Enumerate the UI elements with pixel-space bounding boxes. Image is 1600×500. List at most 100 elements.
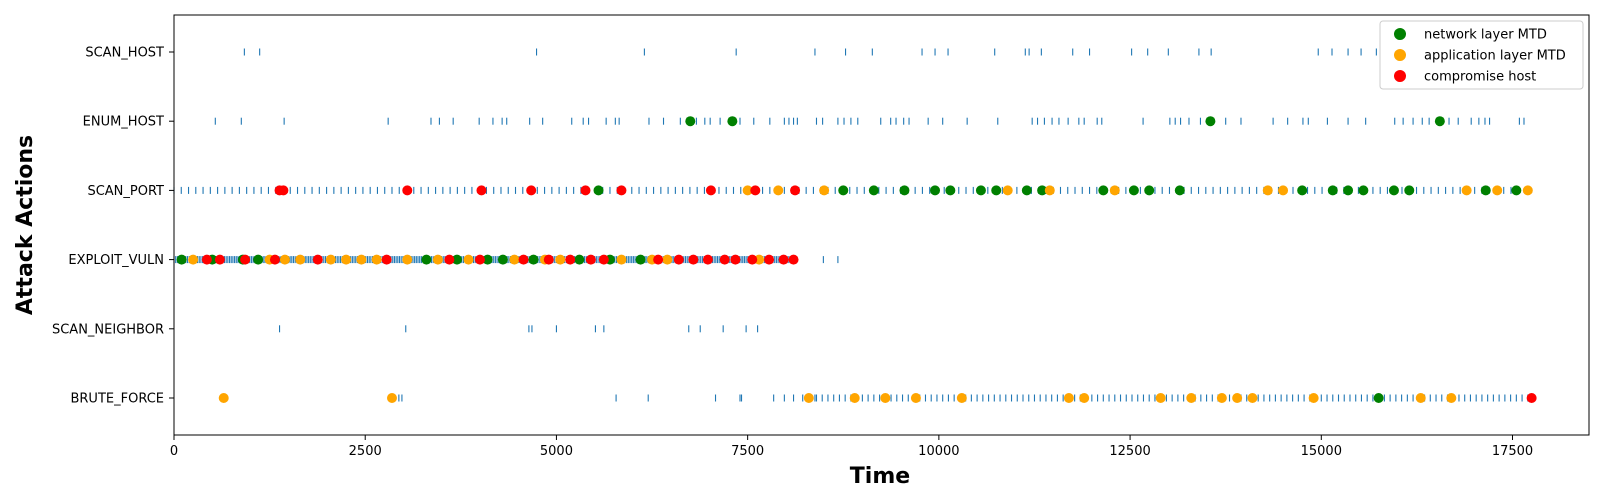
marker-network-layer-mtd — [1144, 185, 1155, 196]
marker-network-layer-mtd — [635, 254, 646, 265]
marker-compromise-host — [747, 254, 758, 265]
marker-compromise-host — [705, 185, 716, 196]
marker-application-layer-mtd — [1079, 393, 1090, 403]
marker-application-layer-mtd — [803, 393, 814, 403]
plot-frame — [173, 14, 1590, 436]
marker-compromise-host — [269, 254, 280, 265]
marker-compromise-host — [444, 254, 455, 265]
marker-application-layer-mtd — [463, 254, 474, 265]
x-tick-label: 15000 — [1301, 444, 1342, 459]
marker-application-layer-mtd — [1262, 185, 1273, 196]
marker-application-layer-mtd — [555, 254, 566, 265]
marker-network-layer-mtd — [1434, 116, 1445, 127]
marker-compromise-host — [565, 254, 576, 265]
marker-network-layer-mtd — [452, 254, 462, 265]
marker-application-layer-mtd — [1415, 393, 1426, 403]
series-markers — [176, 116, 1537, 403]
marker-network-layer-mtd — [1358, 185, 1369, 196]
marker-network-layer-mtd — [1174, 185, 1185, 196]
marker-application-layer-mtd — [1446, 393, 1457, 403]
marker-network-layer-mtd — [482, 254, 493, 265]
x-axis: 0 2500 5000 7500 10000 12500 15000 17500 — [170, 435, 1533, 459]
marker-compromise-host — [580, 185, 591, 196]
marker-application-layer-mtd — [188, 254, 199, 265]
marker-network-layer-mtd — [868, 185, 879, 196]
marker-network-layer-mtd — [1021, 185, 1032, 196]
marker-application-layer-mtd — [662, 254, 673, 265]
marker-application-layer-mtd — [1109, 185, 1120, 196]
marker-compromise-host — [381, 254, 392, 265]
marker-compromise-host — [598, 254, 609, 265]
x-tick-label: 17500 — [1492, 444, 1533, 459]
marker-network-layer-mtd — [497, 254, 508, 265]
marker-application-layer-mtd — [1063, 393, 1074, 403]
marker-network-layer-mtd — [253, 254, 264, 265]
marker-network-layer-mtd — [930, 185, 941, 196]
marker-application-layer-mtd — [773, 185, 784, 196]
marker-compromise-host — [730, 254, 741, 265]
marker-compromise-host — [585, 254, 596, 265]
marker-network-layer-mtd — [574, 254, 585, 265]
x-tick-label: 7500 — [731, 444, 764, 459]
marker-compromise-host — [688, 254, 699, 265]
marker-application-layer-mtd — [356, 254, 367, 265]
legend: network layer MTD application layer MTD co… — [1379, 20, 1584, 90]
y-axis: SCAN_HOST ENUM_HOST SCAN_PORT EXPLOIT_VULN S… — [52, 46, 174, 407]
marker-compromise-host — [719, 254, 730, 265]
y-tick-label: SCAN_NEIGHBOR — [52, 322, 164, 337]
marker-compromise-host — [201, 254, 212, 265]
marker-application-layer-mtd — [754, 254, 765, 265]
marker-application-layer-mtd — [880, 393, 891, 403]
marker-application-layer-mtd — [386, 393, 397, 403]
marker-network-layer-mtd — [991, 185, 1002, 196]
marker-compromise-host — [214, 254, 225, 265]
marker-network-layer-mtd — [727, 116, 738, 127]
marker-application-layer-mtd — [1278, 185, 1289, 196]
y-tick-label: SCAN_HOST — [85, 46, 164, 61]
marker-network-layer-mtd — [1297, 185, 1308, 196]
y-tick-label: EXPLOIT_VULN — [68, 253, 164, 268]
legend-label: network layer MTD — [1424, 28, 1547, 43]
marker-application-layer-mtd — [910, 393, 921, 403]
marker-compromise-host — [476, 185, 487, 196]
y-tick-label: BRUTE_FORCE — [70, 392, 164, 407]
marker-compromise-host — [474, 254, 485, 265]
x-tick-label: 10000 — [918, 444, 959, 459]
marker-application-layer-mtd — [295, 254, 306, 265]
marker-compromise-host — [616, 185, 627, 196]
marker-application-layer-mtd — [742, 185, 753, 196]
marker-application-layer-mtd — [1461, 185, 1472, 196]
marker-compromise-host — [702, 254, 713, 265]
marker-network-layer-mtd — [1205, 116, 1216, 127]
marker-compromise-host — [278, 185, 289, 196]
legend-marker — [1394, 49, 1406, 61]
marker-network-layer-mtd — [1511, 185, 1522, 196]
y-tick-label: ENUM_HOST — [83, 115, 164, 130]
marker-application-layer-mtd — [956, 393, 967, 403]
marker-network-layer-mtd — [593, 185, 604, 196]
marker-application-layer-mtd — [432, 254, 443, 265]
legend-marker — [1394, 70, 1406, 82]
marker-application-layer-mtd — [1522, 185, 1533, 196]
marker-compromise-host — [543, 254, 554, 265]
marker-network-layer-mtd — [1098, 185, 1109, 196]
marker-network-layer-mtd — [975, 185, 986, 196]
x-axis-title: Time — [850, 464, 910, 489]
marker-network-layer-mtd — [1404, 185, 1415, 196]
legend-label: compromise host — [1424, 70, 1536, 85]
marker-application-layer-mtd — [371, 254, 382, 265]
marker-application-layer-mtd — [1216, 393, 1227, 403]
marker-compromise-host — [750, 185, 761, 196]
marker-compromise-host — [788, 254, 799, 265]
marker-application-layer-mtd — [509, 254, 520, 265]
marker-network-layer-mtd — [1388, 185, 1399, 196]
marker-network-layer-mtd — [528, 254, 539, 265]
marker-network-layer-mtd — [1343, 185, 1354, 196]
marker-application-layer-mtd — [819, 185, 830, 196]
marker-application-layer-mtd — [402, 254, 413, 265]
marker-compromise-host — [778, 254, 789, 265]
marker-network-layer-mtd — [176, 254, 187, 265]
x-tick-label: 12500 — [1109, 444, 1150, 459]
